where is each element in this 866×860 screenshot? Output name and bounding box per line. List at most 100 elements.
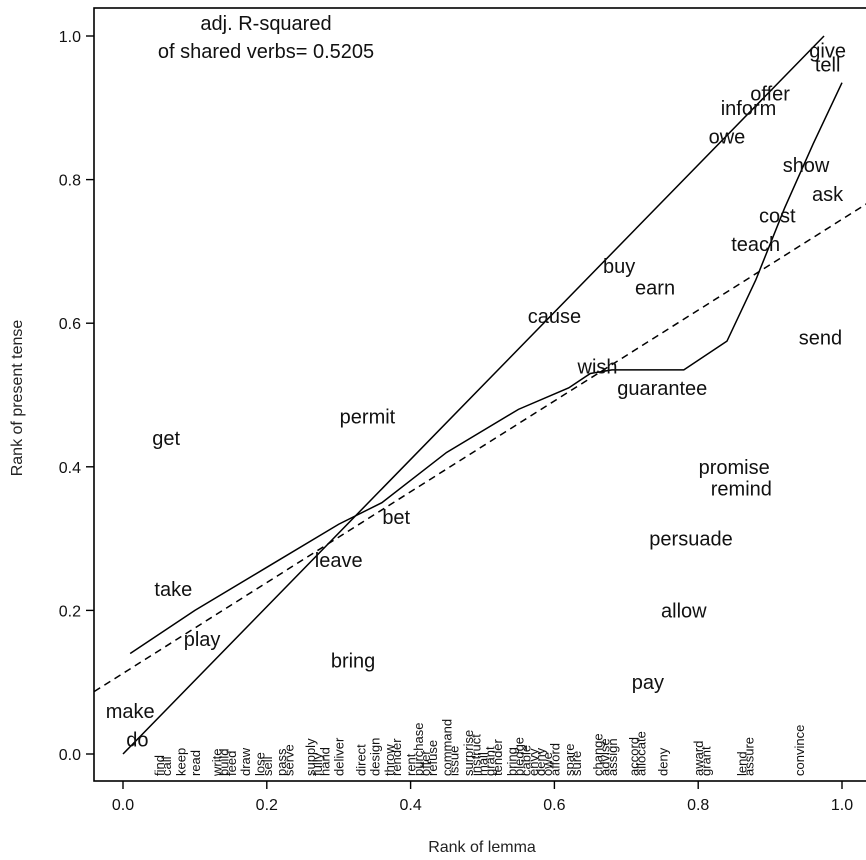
verb-point-cause: cause (528, 306, 581, 328)
verb-point-tell: tell (815, 55, 841, 77)
bottom-verb-allocate: allocate (634, 731, 649, 776)
bottom-verb-build: build (217, 749, 232, 776)
verb-point-cost: cost (759, 206, 796, 228)
bottom-verb-read: read (188, 750, 203, 776)
y-tick-label: 0.4 (59, 460, 81, 477)
bottom-verb-throw: throw (382, 744, 397, 776)
bottom-verb-lose: lose (253, 752, 268, 776)
bottom-verb-direct: direct (353, 744, 368, 776)
bottom-verb-call: call (159, 756, 174, 776)
bottom-verb-fully: fully (310, 752, 325, 776)
bottom-verb-afford: afford (547, 743, 562, 776)
verb-point-make: make (106, 701, 155, 723)
x-tick-label: 0.0 (112, 797, 134, 814)
verb-point-permit: permit (340, 407, 396, 429)
bottom-verb-command: command (440, 719, 455, 776)
bottom-verb-supply: supply (303, 738, 318, 776)
bottom-verb-owe: owe (540, 752, 555, 776)
bottom-verb-grant: grant (483, 746, 498, 776)
y-tick-label: 1.0 (59, 29, 81, 46)
y-tick-label: 0.6 (59, 316, 81, 333)
bottom-verb-sure: sure (569, 751, 584, 776)
x-tick-label: 0.6 (543, 797, 565, 814)
bottom-verb-write: write (209, 749, 224, 777)
verb-point-buy: buy (603, 256, 635, 278)
fit-line-dashed-1 (93, 203, 866, 693)
verb-point-remind: remind (711, 478, 772, 500)
verb-point-wish: wish (577, 356, 618, 378)
bottom-verb-bring: bring (504, 747, 519, 776)
bottom-verb-award: award (691, 741, 706, 776)
y-axis-label: Rank of present tense (9, 320, 26, 477)
x-axis-ticks: 0.0 0.2 0.4 0.6 0.8 1.0 (112, 781, 853, 814)
bottom-verb-find: find (152, 755, 167, 776)
bottom-verb-lend: lend (734, 751, 749, 776)
x-axis-label: Rank of lemma (428, 839, 536, 856)
verb-point-get: get (152, 428, 180, 450)
bottom-verb-hand: hand (317, 747, 332, 776)
fit-lines (93, 35, 866, 755)
x-tick-label: 0.2 (256, 797, 278, 814)
verb-point-take: take (154, 579, 192, 601)
bottom-verb-feed: feed (224, 751, 239, 776)
x-tick-label: 0.4 (399, 797, 421, 814)
verb-point-offer: offer (750, 83, 790, 105)
verb-point-pay: pay (632, 672, 664, 694)
verb-point-inform: inform (721, 98, 777, 120)
bottom-verb-keep: keep (174, 748, 189, 776)
verb-point-send: send (799, 328, 842, 350)
verb-point-earn: earn (635, 277, 675, 299)
verb-point-show: show (783, 155, 830, 177)
verb-point-leave: leave (315, 550, 363, 572)
verb-point-ask: ask (812, 184, 844, 206)
bottom-verb-envy: envy (526, 748, 541, 776)
x-tick-label: 1.0 (831, 797, 853, 814)
verb-point-bring: bring (331, 651, 375, 673)
bottom-verb-instruct: instruct (468, 734, 483, 776)
verb-point-give: give (809, 40, 846, 62)
plot-frame (93, 7, 866, 782)
verb-point-play: play (184, 629, 221, 651)
bottom-verb-pledge: pledge (511, 737, 526, 776)
verb-point-persuade: persuade (649, 529, 732, 551)
bottom-verb-mail: mail (476, 752, 491, 776)
fit-line-solid-2 (129, 82, 843, 655)
bottom-verb-render: render (389, 738, 404, 776)
bottom-verb-convince: convince (792, 725, 807, 776)
bottom-verb-accord: accord (626, 737, 641, 776)
bottom-verb-offer: offer (418, 750, 433, 776)
bottom-verb-cable: cable (519, 745, 534, 776)
bottom-verb-serve: serve (281, 744, 296, 776)
verb-point-teach: teach (731, 234, 780, 256)
y-axis-ticks: 0.0 0.2 0.4 0.6 0.8 1.0 (59, 29, 94, 764)
y-tick-label: 0.8 (59, 173, 81, 190)
fit-line-solid-0 (122, 35, 825, 755)
verb-point-guarantee: guarantee (617, 378, 707, 400)
bottom-verb-deny: deny (533, 747, 548, 776)
verb-point-bet: bet (382, 507, 410, 529)
bottom-verb-deny: deny (655, 747, 670, 776)
bottom-verb-deliver: deliver (332, 737, 347, 776)
bottom-verb-sell: sell (260, 756, 275, 776)
x-tick-label: 0.8 (687, 797, 709, 814)
verb-point-promise: promise (699, 457, 770, 479)
bottom-verb-change: change (591, 733, 606, 776)
verb-point-owe: owe (709, 127, 746, 149)
bottom-verb-design: design (368, 738, 383, 776)
verb-point-allow: allow (661, 600, 707, 622)
verb-point-do: do (126, 730, 148, 752)
y-tick-label: 0.2 (59, 603, 81, 620)
annotation-line-2: of shared verbs= 0.5205 (158, 41, 374, 63)
y-tick-label: 0.0 (59, 747, 81, 764)
bottom-verb-rent: rent (404, 753, 419, 776)
bottom-verb-assure: assure (742, 737, 757, 776)
bottom-verb-issue: issue (447, 746, 462, 776)
bottom-verb-spare: spare (562, 743, 577, 776)
bottom-verb-assign: assign (605, 738, 620, 776)
bottom-verb-draw: draw (238, 747, 253, 776)
bottom-verb-tender: tender (490, 738, 505, 776)
annotation-line-1: adj. R-squared (200, 13, 331, 35)
